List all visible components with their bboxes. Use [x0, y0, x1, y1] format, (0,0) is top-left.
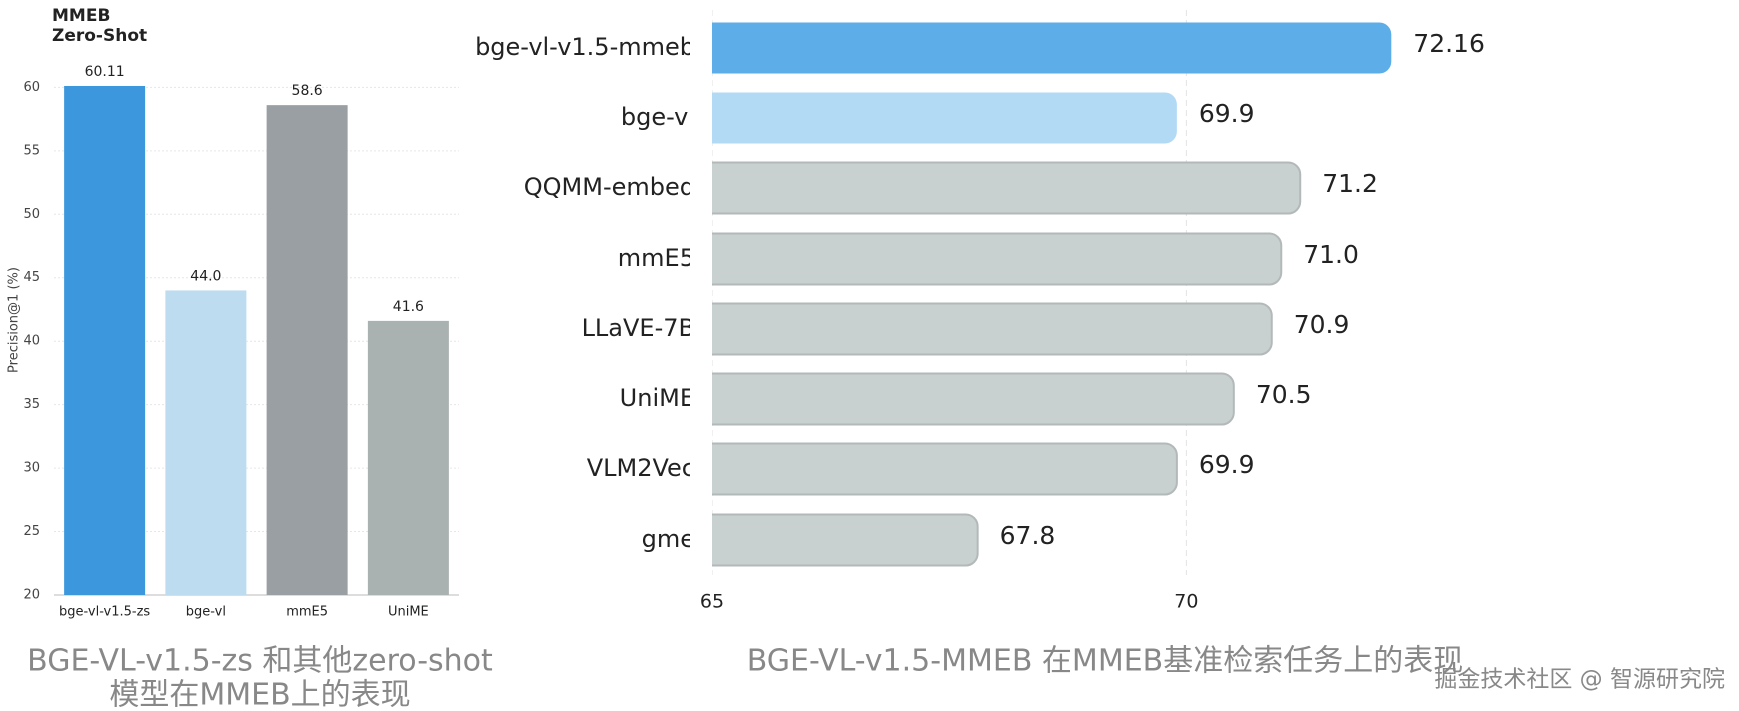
category-label: bge-vl: [621, 103, 695, 131]
value-label: 67.8: [1000, 521, 1056, 550]
y-tick-label: 45: [23, 270, 40, 285]
caption: BGE-VL-v1.5-MMEB 在MMEB基准检索任务上的表现: [747, 644, 1463, 679]
category-label: QQMM-embed: [524, 173, 695, 201]
bar: [699, 302, 1273, 356]
y-tick-label: 55: [23, 143, 40, 158]
bar: [699, 232, 1283, 286]
y-axis-label: Precision@1 (%): [7, 267, 22, 373]
value-label: 58.6: [292, 83, 323, 99]
y-tick-label: 40: [23, 334, 40, 349]
y-tick-label: 35: [23, 397, 40, 412]
x-tick-label: UniME: [388, 605, 429, 620]
category-label: VLM2Vec: [587, 454, 695, 482]
category-label: bge-vl-v1.5-mmeb: [475, 33, 695, 61]
x-tick-label: bge-vl-v1.5-zs: [59, 605, 150, 620]
bar: [165, 290, 247, 595]
value-label: 69.9: [1199, 99, 1255, 128]
value-label: 70.9: [1294, 310, 1350, 339]
caption: BGE-VL-v1.5-zs 和其他zero-shot: [27, 644, 493, 679]
value-label: 41.6: [393, 299, 424, 315]
value-label: 44.0: [190, 268, 221, 284]
value-label: 70.5: [1256, 380, 1312, 409]
category-label: mmE5: [618, 244, 695, 272]
bar: [367, 320, 449, 595]
y-tick-label: 60: [23, 80, 40, 95]
value-label: 71.2: [1322, 169, 1378, 198]
watermark: 掘金技术社区 @ 智源研究院: [1434, 667, 1725, 693]
bar: [700, 22, 1392, 74]
bar: [699, 513, 979, 567]
chart-title: MMEB: [52, 6, 110, 26]
y-tick-label: 25: [23, 524, 40, 539]
x-tick-label: bge-vl: [186, 605, 226, 620]
bar: [64, 85, 146, 596]
chart-title: Zero-Shot: [52, 26, 147, 46]
y-tick-label: 50: [23, 207, 40, 222]
caption: 模型在MMEB上的表现: [109, 678, 410, 711]
category-label: LLaVE-7B: [582, 314, 695, 342]
value-label: 71.0: [1303, 240, 1359, 269]
bar: [699, 442, 1178, 496]
value-label: 60.11: [85, 64, 125, 80]
value-label: 72.16: [1413, 29, 1485, 58]
bar: [699, 161, 1302, 215]
category-label: gme: [642, 525, 695, 553]
value-label: 69.9: [1199, 450, 1255, 479]
y-tick-label: 30: [23, 461, 40, 476]
mask: [690, 0, 712, 580]
x-tick-label: mmE5: [286, 605, 328, 620]
bar: [266, 105, 348, 596]
x-tick-label: 70: [1174, 591, 1198, 613]
x-tick-label: 65: [700, 591, 724, 613]
bar: [699, 372, 1235, 426]
category-label: UniME: [620, 384, 695, 412]
bar: [700, 92, 1177, 144]
y-tick-label: 20: [23, 588, 40, 603]
